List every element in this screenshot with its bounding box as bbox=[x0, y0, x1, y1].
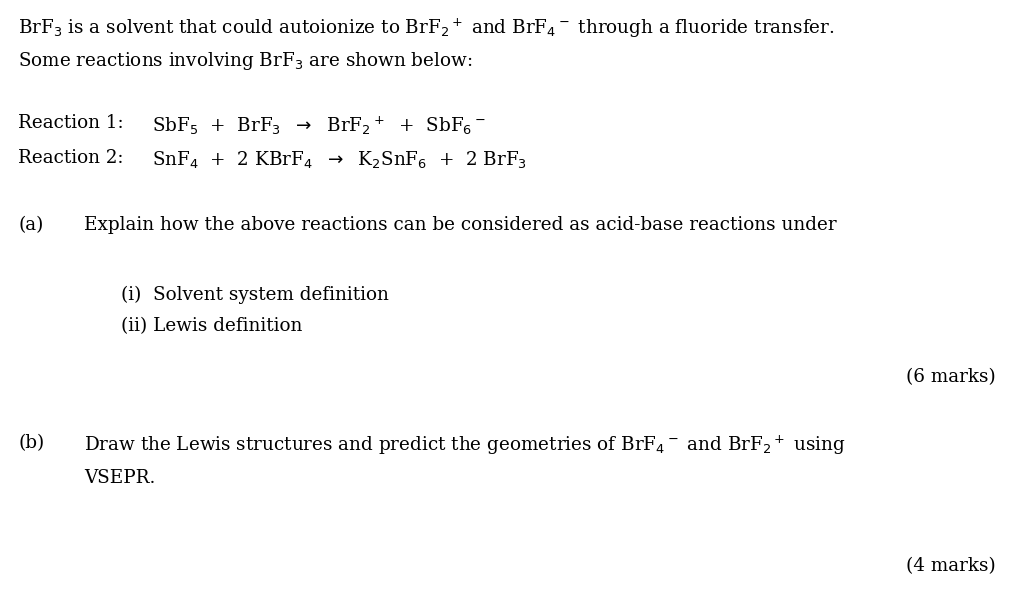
Text: (4 marks): (4 marks) bbox=[905, 557, 995, 575]
Text: SnF$_4$  +  2 KBrF$_4$  $\rightarrow$  K$_2$SnF$_6$  +  2 BrF$_3$: SnF$_4$ + 2 KBrF$_4$ $\rightarrow$ K$_2$… bbox=[152, 149, 526, 170]
Text: SbF$_5$  +  BrF$_3$  $\rightarrow$  BrF$_2$$^+$  +  SbF$_6$$^-$: SbF$_5$ + BrF$_3$ $\rightarrow$ BrF$_2$$… bbox=[152, 114, 485, 136]
Text: (i)  Solvent system definition: (i) Solvent system definition bbox=[121, 286, 389, 305]
Text: VSEPR.: VSEPR. bbox=[84, 469, 156, 487]
Text: Reaction 1:: Reaction 1: bbox=[18, 114, 124, 132]
Text: Some reactions involving BrF$_3$ are shown below:: Some reactions involving BrF$_3$ are sho… bbox=[18, 50, 473, 72]
Text: (ii) Lewis definition: (ii) Lewis definition bbox=[121, 317, 302, 335]
Text: (b): (b) bbox=[18, 434, 45, 452]
Text: BrF$_3$ is a solvent that could autoionize to BrF$_2$$^+$ and BrF$_4$$^-$ throug: BrF$_3$ is a solvent that could autoioni… bbox=[18, 17, 835, 40]
Text: (6 marks): (6 marks) bbox=[905, 368, 995, 386]
Text: Explain how the above reactions can be considered as acid-base reactions under: Explain how the above reactions can be c… bbox=[84, 216, 837, 234]
Text: (a): (a) bbox=[18, 216, 44, 234]
Text: Reaction 2:: Reaction 2: bbox=[18, 149, 124, 167]
Text: Draw the Lewis structures and predict the geometries of BrF$_4$$^-$ and BrF$_2$$: Draw the Lewis structures and predict th… bbox=[84, 434, 846, 457]
